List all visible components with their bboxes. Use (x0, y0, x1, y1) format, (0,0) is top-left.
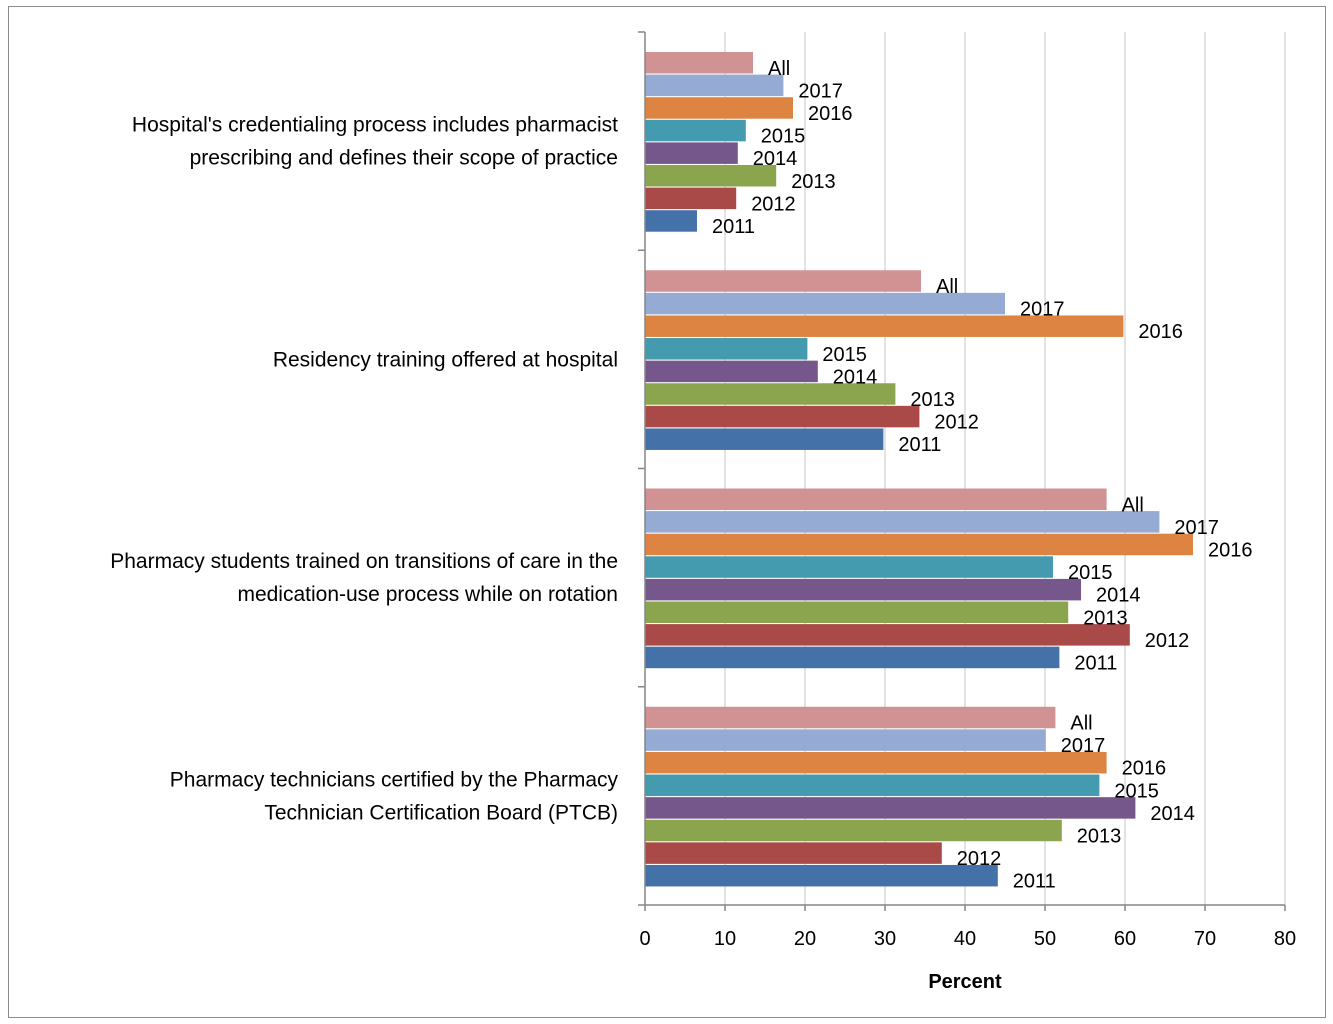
bar-all (645, 52, 753, 74)
data-label-2017: 2017 (1174, 517, 1219, 539)
x-tick-label: 70 (1194, 928, 1216, 950)
bar-all (645, 488, 1107, 510)
data-label-2017: 2017 (1020, 299, 1065, 321)
data-label-2016: 2016 (1138, 321, 1183, 343)
data-label-2011: 2011 (712, 216, 755, 238)
data-label-2013: 2013 (791, 171, 836, 193)
data-label-all: All (768, 58, 790, 80)
data-label-2012: 2012 (957, 848, 1002, 870)
data-label-2012: 2012 (1145, 630, 1190, 652)
bar-2012 (645, 624, 1130, 646)
data-label-all: All (936, 276, 958, 298)
bar-2017 (645, 729, 1046, 751)
data-label-2014: 2014 (753, 148, 798, 170)
data-label-all: All (1070, 713, 1092, 735)
bar-2015 (645, 119, 746, 142)
bar-2011 (645, 210, 697, 232)
gridlines (724, 32, 1286, 905)
data-label-2017: 2017 (798, 80, 843, 102)
x-tick-label: 40 (954, 928, 976, 950)
data-label-2015: 2015 (1114, 780, 1159, 802)
data-label-2016: 2016 (808, 103, 853, 125)
x-tick-label: 20 (794, 928, 816, 950)
data-labels: All2017201620152014201320122011All201720… (712, 58, 1253, 893)
bar-2017 (645, 74, 784, 97)
x-tick-label: 80 (1274, 928, 1296, 950)
bar-2014 (645, 578, 1081, 601)
bar-2014 (645, 142, 738, 164)
category-label: Residency training offered at hospital (273, 348, 618, 371)
category-label: medication-use process while on rotation (237, 583, 618, 606)
data-label-2014: 2014 (1096, 585, 1141, 607)
bar-2013 (645, 819, 1062, 842)
bar-2015 (645, 338, 808, 360)
data-label-2014: 2014 (833, 366, 878, 388)
bar-2012 (645, 187, 737, 210)
category-label: Pharmacy technicians certified by the Ph… (170, 768, 619, 791)
data-label-all: All (1122, 494, 1144, 516)
data-label-2015: 2015 (822, 344, 867, 366)
bar-2017 (645, 292, 1005, 315)
bars (645, 52, 1193, 887)
category-label: Technician Certification Board (PTCB) (264, 801, 618, 824)
bar-2014 (645, 797, 1136, 819)
data-label-2013: 2013 (1077, 826, 1122, 848)
bar-2012 (645, 405, 920, 428)
x-tick-label: 50 (1034, 928, 1056, 950)
data-label-2011: 2011 (898, 434, 941, 456)
data-label-2016: 2016 (1208, 539, 1253, 561)
data-label-2011: 2011 (1013, 871, 1056, 893)
data-label-2015: 2015 (1068, 562, 1113, 584)
data-label-2014: 2014 (1150, 803, 1195, 825)
x-tick-label: 30 (874, 928, 896, 950)
category-label: prescribing and defines their scope of p… (190, 147, 618, 170)
bar-2014 (645, 360, 818, 383)
x-tick-label: 10 (714, 928, 736, 950)
x-axis-title: Percent (928, 971, 1002, 993)
bar-2013 (645, 165, 777, 187)
category-label: Hospital's credentialing process include… (132, 114, 618, 137)
bar-2016 (645, 315, 1124, 337)
data-label-2012: 2012 (751, 193, 796, 215)
data-label-2013: 2013 (1083, 607, 1128, 629)
bar-all (645, 270, 921, 292)
bar-2011 (645, 864, 998, 887)
category-label: Pharmacy students trained on transitions… (110, 550, 618, 573)
bar-2016 (645, 751, 1107, 774)
bar-2017 (645, 511, 1160, 533)
bar-2016 (645, 533, 1193, 556)
x-tick-label: 60 (1114, 928, 1136, 950)
bar-2012 (645, 842, 942, 864)
data-label-2012: 2012 (934, 412, 979, 434)
bar-2013 (645, 383, 896, 405)
data-label-2015: 2015 (761, 126, 806, 148)
bar-2011 (645, 646, 1060, 669)
bar-2015 (645, 774, 1100, 797)
bar-2015 (645, 556, 1053, 578)
axes: 0 10 20 30 40 50 60 70 80 Hospital's credentialin… (110, 31, 1296, 950)
bar-2016 (645, 97, 793, 119)
bar-2013 (645, 601, 1069, 623)
data-label-2011: 2011 (1074, 652, 1117, 674)
bar-2011 (645, 428, 884, 450)
x-tick-label: 0 (639, 928, 650, 950)
bar-all (645, 706, 1056, 729)
data-label-2017: 2017 (1061, 735, 1106, 757)
data-label-2013: 2013 (910, 389, 955, 411)
data-label-2016: 2016 (1122, 758, 1167, 780)
